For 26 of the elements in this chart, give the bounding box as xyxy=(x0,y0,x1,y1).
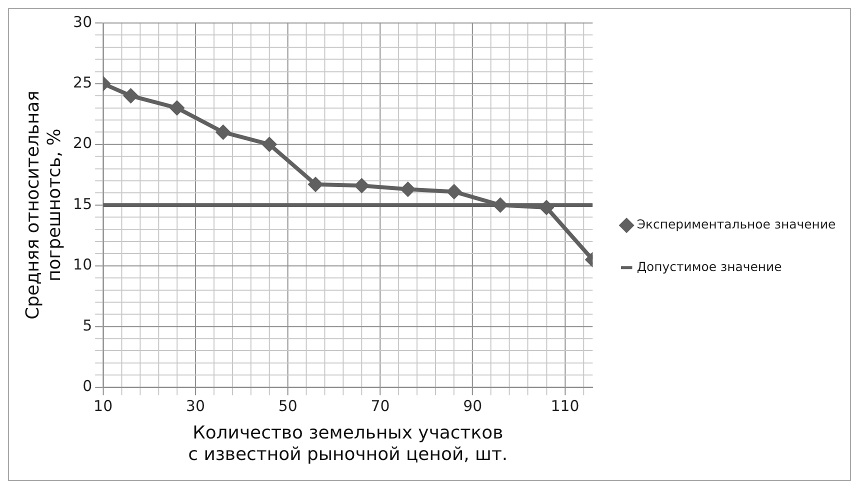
y-tick-label: 5 xyxy=(82,316,92,334)
y-tick-label: 10 xyxy=(73,256,92,274)
point xyxy=(170,100,184,115)
x-axis-title: Количество земельных участков с известной рыночной ценой, шт. xyxy=(188,422,508,465)
point xyxy=(493,198,508,212)
point xyxy=(540,200,554,214)
point xyxy=(308,177,323,192)
y-tick-label: 20 xyxy=(73,134,92,152)
x-tick-label: 70 xyxy=(370,396,390,415)
point xyxy=(447,184,462,199)
y-tick-label: 0 xyxy=(82,377,92,396)
point xyxy=(262,137,276,152)
x-tick-label: 30 xyxy=(186,396,205,415)
x-tick-label: 110 xyxy=(550,396,580,415)
point xyxy=(124,88,138,103)
legend-label: Допустимое значение xyxy=(636,258,782,274)
y-tick-label: 15 xyxy=(73,194,92,213)
legend-label: Экспериментальное значение xyxy=(636,216,836,232)
point xyxy=(400,182,415,196)
point xyxy=(354,178,369,193)
point xyxy=(216,125,230,140)
x-tick-label: 50 xyxy=(278,396,298,415)
y-axis-title: Средняя относительная погрешнотсь, % xyxy=(22,90,65,320)
y-tick-label: 30 xyxy=(73,12,92,31)
x-tick-label: 90 xyxy=(463,396,482,415)
y-tick-label: 25 xyxy=(73,74,92,92)
